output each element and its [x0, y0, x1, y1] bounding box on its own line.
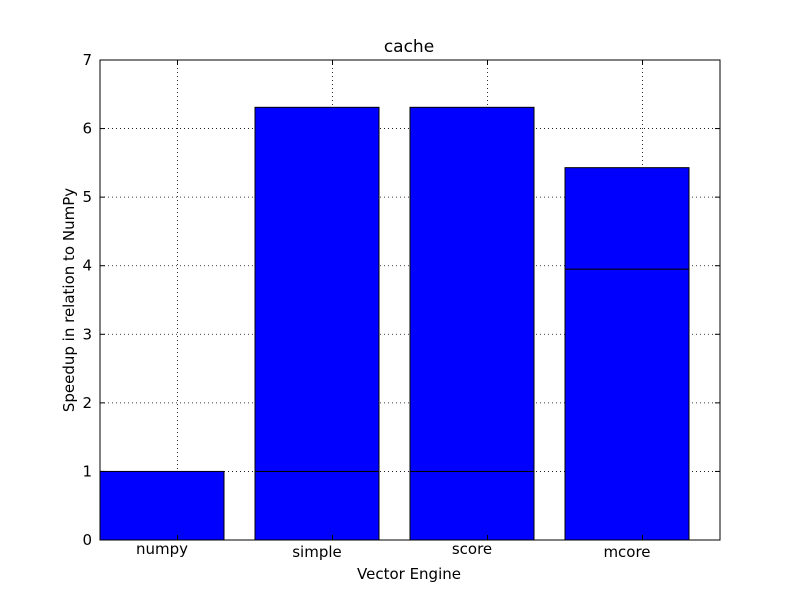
bar-simple-segment-0 — [254, 470, 380, 541]
y-tick-label: 0 — [82, 531, 92, 549]
bar-mcore-segment-0 — [564, 268, 690, 541]
y-tick-label: 3 — [82, 325, 92, 343]
ticks — [100, 59, 720, 541]
y-tick-label: 5 — [82, 188, 92, 206]
y-tick-label: 1 — [82, 462, 92, 480]
y-tick-label: 6 — [82, 120, 92, 138]
x-tick-label: mcore — [603, 543, 650, 561]
y-tick-labels: 0 1 2 3 4 5 6 7 — [82, 51, 92, 549]
y-tick-label: 7 — [82, 51, 92, 69]
x-tick-label: numpy — [136, 540, 188, 558]
y-tick-label: 4 — [82, 257, 92, 275]
bars — [99, 106, 690, 541]
x-tick-label: score — [452, 540, 492, 558]
bar-simple-segment-1 — [254, 106, 380, 472]
bar-numpy-segment-0 — [99, 470, 225, 541]
bar-mcore-segment-1 — [564, 167, 690, 270]
bar-score-segment-0 — [409, 470, 535, 541]
bar-score-segment-1 — [409, 106, 535, 472]
x-tick-labels: numpy simple score mcore — [136, 540, 651, 561]
chart-title: cache — [384, 37, 434, 57]
plot-frame — [99, 59, 721, 541]
x-tick-label: simple — [292, 543, 342, 561]
x-axis-title: Vector Engine — [357, 565, 461, 583]
y-axis-title: Speedup in relation to NumPy — [60, 188, 78, 412]
y-tick-label: 2 — [82, 394, 92, 412]
